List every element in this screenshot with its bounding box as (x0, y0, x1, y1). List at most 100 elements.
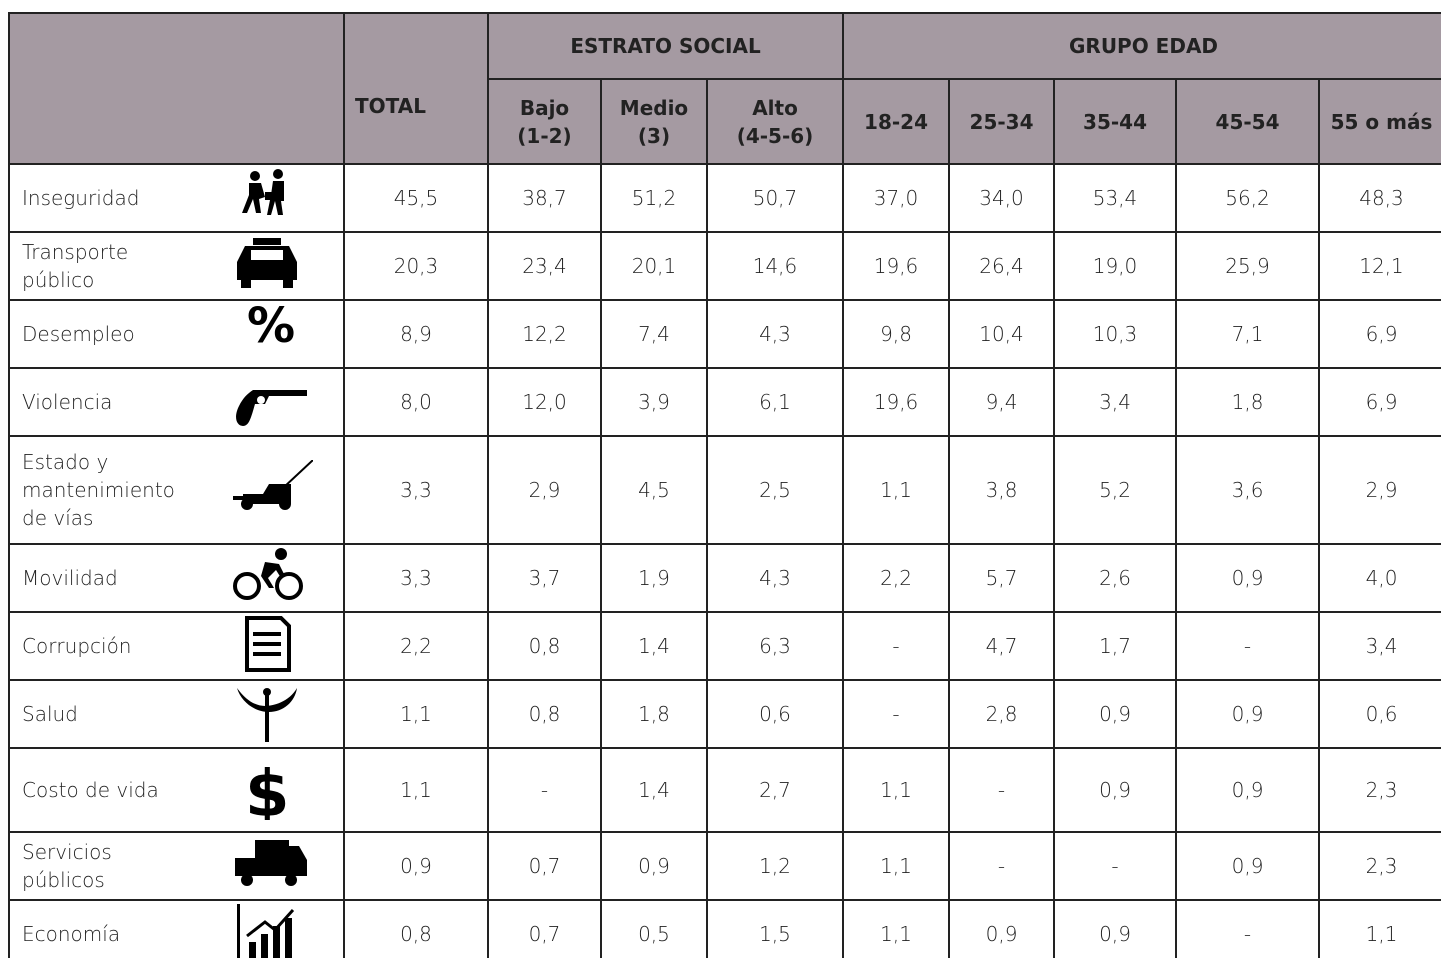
row-label-cell: Salud (8, 679, 345, 749)
row-label: Economía (22, 922, 121, 946)
row-label: Inseguridad (22, 186, 140, 210)
value-cell: 2,6 (1053, 543, 1178, 613)
row-icon (242, 169, 284, 215)
group-header: GRUPO EDAD (842, 12, 1441, 80)
value-cell: 8,9 (343, 299, 489, 369)
value-cell: 4,5 (600, 435, 708, 545)
group-header: ESTRATO SOCIAL (486, 12, 845, 80)
value-cell: 2,3 (1318, 747, 1441, 833)
value-cell: 20,1 (600, 231, 708, 301)
value-cell: 1,1 (842, 899, 951, 958)
column-header: 55 o más (1318, 78, 1441, 165)
value-cell: 1,4 (600, 747, 708, 833)
row-label: Servicios públicos (22, 840, 112, 892)
value-cell: 12,0 (487, 367, 602, 437)
total-text: TOTAL (355, 94, 426, 118)
row-icon: $ (245, 760, 290, 820)
row-icon (233, 548, 303, 600)
table-body: Inseguridad 45,5 38,7 51,2 50,7 37,0 34,0 53,4 5… (8, 163, 1441, 958)
row-label-cell: Violencia (8, 367, 345, 437)
value-cell: 19,0 (1053, 231, 1178, 301)
row-label-cell: Economía (8, 899, 345, 958)
value-cell: 9,4 (948, 367, 1056, 437)
value-cell: - (948, 831, 1056, 901)
value-cell: 3,8 (948, 435, 1056, 545)
value-cell: 1,8 (1175, 367, 1321, 437)
table-row: Inseguridad 45,5 38,7 51,2 50,7 37,0 34,0 53,4 5… (8, 163, 1441, 233)
value-cell: 3,7 (487, 543, 602, 613)
row-label-cell: Transporte público (8, 231, 345, 301)
value-cell: 0,9 (1053, 679, 1178, 749)
row-icon (233, 460, 313, 510)
row-label: Corrupción (22, 634, 132, 658)
value-cell: 1,1 (343, 747, 489, 833)
value-cell: 4,3 (705, 299, 845, 369)
total-header: TOTAL (343, 12, 489, 165)
row-icon: % (247, 304, 295, 354)
value-cell: 4,3 (705, 543, 845, 613)
value-cell: 3,4 (1053, 367, 1178, 437)
value-cell: - (842, 611, 951, 681)
row-label: Movilidad (22, 566, 118, 590)
value-cell: 0,9 (343, 831, 489, 901)
svg-text:$: $ (245, 760, 290, 820)
value-cell: 2,2 (842, 543, 951, 613)
value-cell: 6,3 (705, 611, 845, 681)
value-cell: 1,1 (842, 747, 951, 833)
value-cell: 34,0 (948, 163, 1056, 233)
value-cell: 8,0 (343, 367, 489, 437)
value-cell: 12,2 (487, 299, 602, 369)
value-cell: 6,9 (1318, 299, 1441, 369)
column-header: 45-54 (1175, 78, 1321, 165)
value-cell: 0,8 (343, 899, 489, 958)
row-label: Violencia (22, 390, 113, 414)
table-row: Estado y mantenimiento de vías 3,3 2,9 4,5 2… (8, 435, 1441, 545)
value-cell: 2,5 (705, 435, 845, 545)
value-cell: 1,1 (343, 679, 489, 749)
table-row: Movilidad 3,3 3,7 1,9 4,3 2,2 5,7 2,6 0,9 4,0 (8, 543, 1441, 613)
value-cell: 0,9 (1053, 899, 1178, 958)
value-cell: 2,3 (1318, 831, 1441, 901)
row-icon (245, 616, 291, 672)
row-label-cell: Estado y mantenimiento de vías (8, 435, 345, 545)
column-header: Bajo (1-2) (487, 78, 602, 165)
table-row: Servicios públicos 0,9 0,7 0,9 1,2 1,1- -0,9 2,… (8, 831, 1441, 901)
value-cell: 4,0 (1318, 543, 1441, 613)
svg-text:%: % (247, 304, 295, 354)
value-cell: 20,3 (343, 231, 489, 301)
value-cell: 53,4 (1053, 163, 1178, 233)
row-icon (237, 688, 297, 742)
row-label: Desempleo (22, 322, 135, 346)
row-label: Costo de vida (22, 778, 159, 802)
value-cell: 0,9 (1175, 747, 1321, 833)
value-cell: 25,9 (1175, 231, 1321, 301)
value-cell: - (842, 679, 951, 749)
table-row: Salud 1,1 0,8 1,8 0,6-2,8 0,9 0,9 0,6 (8, 679, 1441, 749)
value-cell: 0,9 (1175, 543, 1321, 613)
table-row: Desempleo% 8,9 12,2 7,4 4,3 9,8 10,4 10,3 7,1 6,9 (8, 299, 1441, 369)
value-cell: 6,9 (1318, 367, 1441, 437)
subheader-row: Bajo (1-2) Medio (3) Alto (4-5-6) 18-24 25-3… (9, 78, 1441, 165)
corner-cell (8, 12, 345, 165)
value-cell: 4,7 (948, 611, 1056, 681)
value-cell: 37,0 (842, 163, 951, 233)
value-cell: 0,7 (487, 899, 602, 958)
value-cell: 48,3 (1318, 163, 1441, 233)
column-header: 25-34 (948, 78, 1056, 165)
row-icon (237, 904, 295, 958)
value-cell: 0,6 (705, 679, 845, 749)
value-cell: 51,2 (600, 163, 708, 233)
column-header: 35-44 (1053, 78, 1178, 165)
row-label: Estado y mantenimiento de vías (22, 450, 175, 530)
value-cell: 19,6 (842, 231, 951, 301)
value-cell: - (1175, 611, 1321, 681)
value-cell: 7,4 (600, 299, 708, 369)
value-cell: 0,8 (487, 679, 602, 749)
table-row: Violencia 8,0 12,0 3,9 6,1 19,6 9,4 3,4 1,8 6,9 (8, 367, 1441, 437)
value-cell: 10,4 (948, 299, 1056, 369)
value-cell: 10,3 (1053, 299, 1178, 369)
column-header: 18-24 (842, 78, 951, 165)
data-table: TOTAL ESTRATO SOCIAL GRUPO EDAD Bajo (1-… (8, 12, 1441, 958)
value-cell: 6,1 (705, 367, 845, 437)
value-cell: 1,1 (842, 435, 951, 545)
